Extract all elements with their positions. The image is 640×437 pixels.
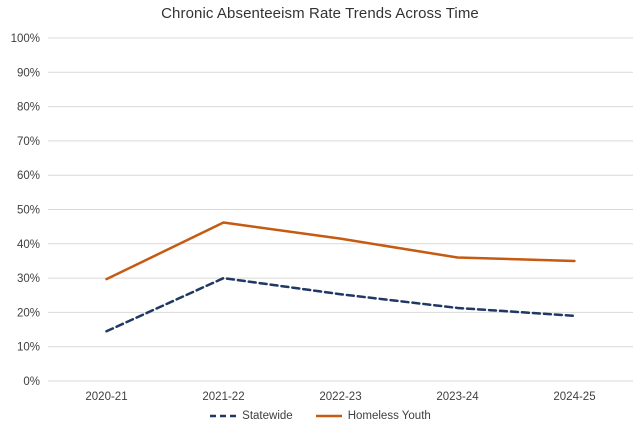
x-axis-tick-label: 2022-23 [319,391,361,403]
y-axis-tick-label: 30% [17,273,40,285]
y-axis-tick-label: 10% [17,342,40,354]
y-axis-tick-label: 20% [17,307,40,319]
y-axis-tick-label: 80% [17,102,40,114]
legend-label: Statewide [242,410,293,422]
y-axis-tick-label: 60% [17,170,40,182]
chart-legend: Statewide Homeless Youth [0,410,640,422]
y-axis-tick-label: 90% [17,67,40,79]
y-axis-tick-label: 50% [17,205,40,217]
series-line-statewide [105,276,576,333]
y-axis-tick-label: 100% [11,33,40,45]
legend-item-homeless-youth: Homeless Youth [315,410,431,422]
series-line-homeless-youth [105,221,576,281]
x-axis-tick-label: 2023-24 [436,391,479,403]
chart-title: Chronic Absenteeism Rate Trends Across T… [161,5,479,22]
y-axis-tick-label: 70% [17,136,40,148]
y-axis-tick-label: 0% [23,376,40,388]
legend-line-sample [210,414,237,418]
x-axis-tick-label: 2020-21 [85,391,127,403]
y-axis-tick-label: 40% [17,239,40,251]
legend-line-sample [315,414,342,418]
legend-label: Homeless Youth [347,410,431,422]
legend-item-statewide: Statewide [209,410,293,422]
x-axis-tick-label: 2021-22 [202,391,244,403]
x-axis-tick-label: 2024-25 [553,391,595,403]
